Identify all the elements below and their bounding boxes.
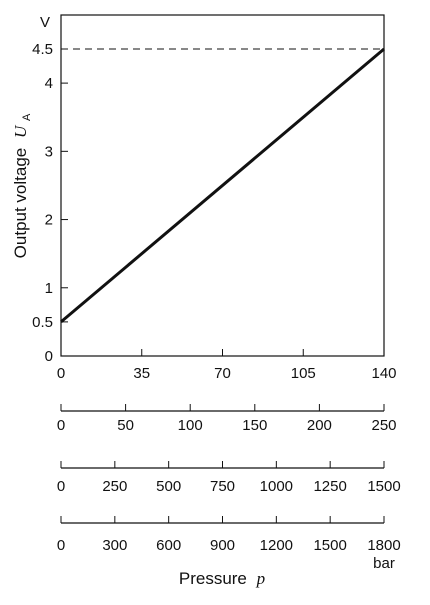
x-tick-label: 0 — [57, 478, 65, 495]
x-axis-1: 0 35 70 105 140 — [57, 349, 397, 382]
x-tick-label: 0 — [57, 365, 65, 382]
x-tick-label: 900 — [210, 537, 235, 554]
y-tick-label: 4.5 — [32, 41, 53, 58]
x-tick-label: 150 — [242, 417, 267, 434]
x-tick-label: 0 — [57, 417, 65, 434]
x-tick-label: 300 — [102, 537, 127, 554]
y-tick-label: 0 — [45, 348, 53, 365]
x-tick-label: 105 — [291, 365, 316, 382]
x-tick-label: 50 — [117, 417, 134, 434]
x-axes: 0 35 70 105 140 0 50 100 150 200 250 0 250 500 750 1000… — [57, 349, 401, 572]
x-axis-title: Pressure p — [179, 569, 265, 588]
y-axis-title-subscript: A — [21, 113, 33, 121]
x-axis-2: 0 50 100 150 200 250 — [57, 404, 397, 434]
x-tick-label: 70 — [214, 365, 231, 382]
x-unit-label: bar — [373, 555, 395, 572]
y-axis-title-symbol: U — [11, 124, 30, 138]
x-axis-title-text: Pressure — [179, 569, 247, 588]
x-tick-label: 0 — [57, 537, 65, 554]
x-axis-title-symbol: p — [256, 569, 266, 588]
x-tick-label: 200 — [307, 417, 332, 434]
y-axis-title-text: Output voltage — [11, 148, 30, 259]
x-tick-label: 1250 — [313, 478, 346, 495]
x-tick-label: 100 — [178, 417, 203, 434]
x-tick-label: 1800 — [367, 537, 400, 554]
x-tick-label: 1500 — [313, 537, 346, 554]
y-tick-label: 0.5 — [32, 314, 53, 331]
x-tick-label: 750 — [210, 478, 235, 495]
x-tick-label: 250 — [371, 417, 396, 434]
x-tick-label: 250 — [102, 478, 127, 495]
y-tick-label: 1 — [45, 280, 53, 297]
x-tick-label: 600 — [156, 537, 181, 554]
x-tick-label: 1500 — [367, 478, 400, 495]
x-tick-label: 1200 — [260, 537, 293, 554]
x-tick-label: 140 — [371, 365, 396, 382]
x-axis-3: 0 250 500 750 1000 1250 1500 — [57, 461, 401, 495]
series-line — [60, 47, 385, 324]
y-axis-title: Output voltage U A — [11, 113, 33, 258]
series-group — [60, 47, 385, 324]
x-tick-label: 500 — [156, 478, 181, 495]
y-tick-label: 2 — [45, 212, 53, 229]
y-unit-label: V — [40, 14, 50, 31]
y-axis: 0 0.5 1 2 3 4 4.5 — [32, 41, 68, 365]
x-tick-label: 35 — [133, 365, 150, 382]
y-tick-label: 3 — [45, 143, 53, 160]
x-tick-label: 1000 — [260, 478, 293, 495]
y-tick-label: 4 — [45, 75, 53, 92]
